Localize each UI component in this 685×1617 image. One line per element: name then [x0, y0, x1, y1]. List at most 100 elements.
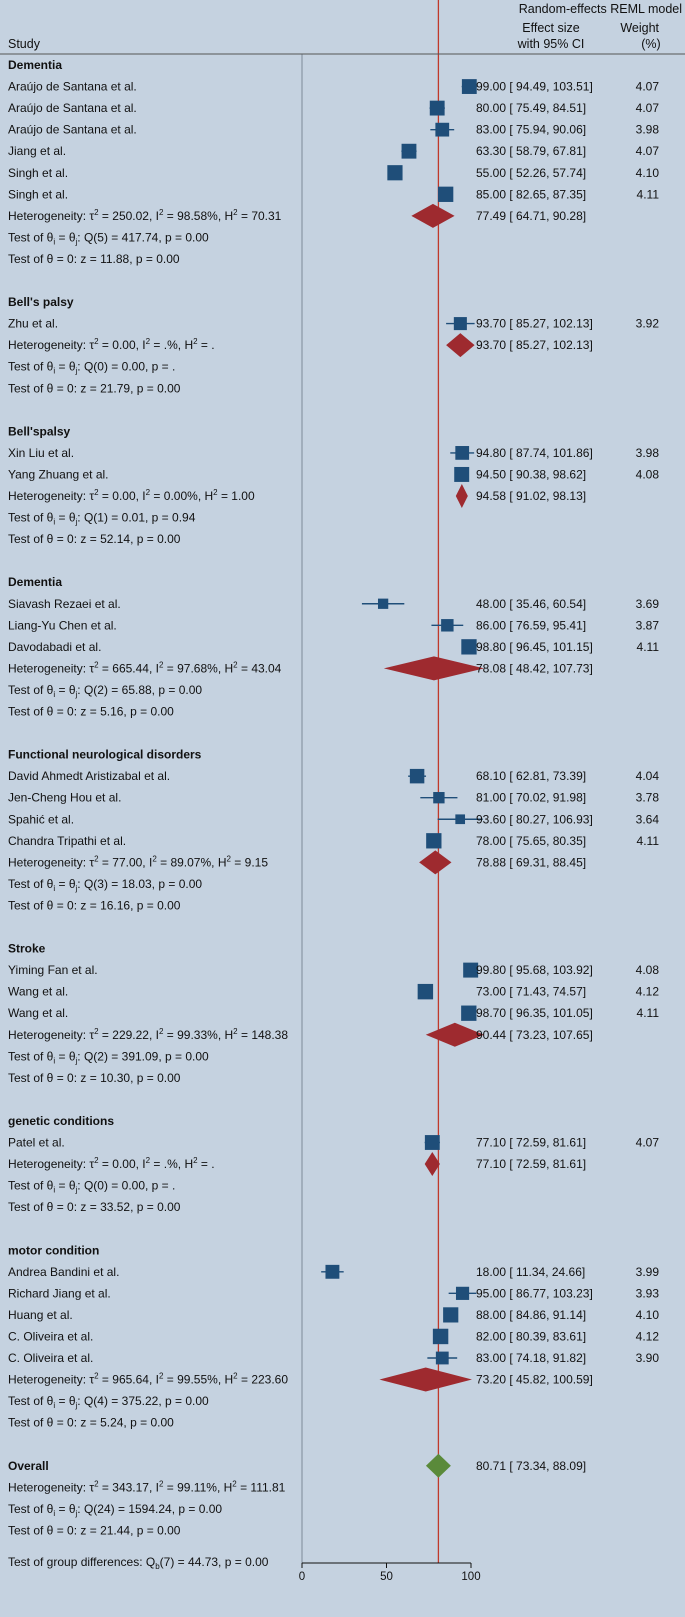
- study-weight: 3.99: [636, 1265, 660, 1279]
- study-label: Araújo de Santana et al.: [8, 80, 137, 94]
- study-square: [443, 1307, 459, 1323]
- study-ci-text-hi: 84.51: [553, 101, 583, 115]
- heterogeneity-stats-tau2: 965.64: [112, 1373, 149, 1387]
- group-title: Bell'spalsy: [8, 424, 71, 438]
- homogeneity-test-df: 0: [97, 1179, 104, 1193]
- study-ci-text-lo: 87.74: [516, 446, 546, 460]
- heterogeneity-stats-i2: 99.55%: [177, 1373, 218, 1387]
- study-weight: 3.98: [636, 446, 660, 460]
- study-weight: 4.12: [636, 985, 660, 999]
- homogeneity-test-p: 0.94: [172, 511, 196, 525]
- group-summary-text-es: 90.44: [476, 1028, 506, 1042]
- study-ci-text-lo: 94.49: [516, 80, 546, 94]
- group-summary-text: 78.88 [ 69.31, 88.45]: [476, 855, 586, 869]
- heterogeneity-stats-h2: .: [211, 1157, 214, 1171]
- study-ci-text: 81.00 [ 70.02, 91.98]: [476, 791, 586, 805]
- study-ci-text: 93.60 [ 80.27, 106.93]: [476, 812, 593, 826]
- group-title: genetic conditions: [8, 1114, 114, 1128]
- homogeneity-test-q: 391.09: [122, 1049, 159, 1063]
- study-ci-text-es: 85.00: [476, 187, 506, 201]
- z-test-z: 52.14: [100, 532, 130, 546]
- heterogeneity-stats-h2: 1.00: [231, 489, 255, 503]
- study-label: David Ahmedt Aristizabal et al.: [8, 769, 170, 783]
- heterogeneity-stats-i2: 97.68%: [177, 661, 218, 675]
- study-ci-text-lo: 58.79: [516, 144, 546, 158]
- study-ci-text: 83.00 [ 74.18, 91.82]: [476, 1351, 586, 1365]
- group-summary-diamond: [379, 1367, 472, 1392]
- z-test: Test of θ = 0: z = 52.14, p = 0.00: [8, 532, 181, 546]
- z-test-z: 21.79: [100, 381, 130, 395]
- study-label: Patel et al.: [8, 1136, 65, 1150]
- heterogeneity-stats: Heterogeneity: τ2 = 0.00, I2 = .%, H2 = …: [8, 1156, 215, 1171]
- study-ci-text: 68.10 [ 62.81, 73.39]: [476, 769, 586, 783]
- z-test: Test of θ = 0: z = 21.79, p = 0.00: [8, 381, 181, 395]
- model-title: Random-effects REML model: [519, 2, 682, 16]
- homogeneity-test-q: 0.00: [122, 1179, 146, 1193]
- homogeneity-test-q: 0.01: [122, 511, 146, 525]
- z-test-p: 0.00: [157, 532, 181, 546]
- homogeneity-test-q: 65.88: [122, 683, 152, 697]
- group-summary-text-es: 93.70: [476, 338, 506, 352]
- study-label: C. Oliveira et al.: [8, 1329, 93, 1343]
- study-label: Araújo de Santana et al.: [8, 123, 137, 137]
- group-summary-text-lo: 69.31: [516, 855, 546, 869]
- group-summary-text-es: 78.88: [476, 855, 506, 869]
- heterogeneity-stats-h2: 223.60: [251, 1373, 288, 1387]
- heterogeneity-stats-tau2: 0.00: [112, 338, 136, 352]
- study-ci-text-es: 95.00: [476, 1286, 506, 1300]
- study-ci-text-hi: 91.14: [553, 1308, 583, 1322]
- homogeneity-test-q: 0.00: [122, 360, 146, 374]
- z-test-z: 5.16: [100, 705, 124, 719]
- z-test-z: 16.16: [100, 898, 130, 912]
- study-ci-text-hi: 103.51: [553, 80, 590, 94]
- study-ci-text-hi: 91.98: [553, 791, 583, 805]
- study-ci-text-hi: 103.92: [553, 963, 590, 977]
- study-label: Xin Liu et al.: [8, 446, 74, 460]
- group-summary-diamond: [383, 656, 485, 681]
- study-ci-text-hi: 95.41: [553, 618, 583, 632]
- study-ci-text-hi: 57.74: [553, 166, 583, 180]
- study-ci-text-es: 63.30: [476, 144, 506, 158]
- study-ci-text: 99.80 [ 95.68, 103.92]: [476, 963, 593, 977]
- study-label: Andrea Bandini et al.: [8, 1265, 119, 1279]
- study-ci-text-lo: 52.26: [516, 166, 546, 180]
- study-ci-text: 78.00 [ 75.65, 80.35]: [476, 834, 586, 848]
- study-weight: 3.98: [636, 123, 660, 137]
- study-ci-text-hi: 90.06: [553, 123, 583, 137]
- study-weight: 4.11: [637, 640, 660, 654]
- x-tick-label: 0: [299, 1571, 305, 1583]
- study-ci-text: 93.70 [ 85.27, 102.13]: [476, 317, 593, 331]
- group-summary-text: 78.08 [ 48.42, 107.73]: [476, 661, 593, 675]
- group-summary-text: 90.44 [ 73.23, 107.65]: [476, 1028, 593, 1042]
- study-ci-text-hi: 80.35: [553, 834, 583, 848]
- study-ci-text-hi: 74.57: [553, 985, 583, 999]
- study-label: Araújo de Santana et al.: [8, 101, 137, 115]
- study-square: [409, 768, 425, 784]
- study-ci-text-es: 55.00: [476, 166, 506, 180]
- study-ci-text-lo: 62.81: [516, 769, 546, 783]
- group-title: Bell's palsy: [8, 295, 74, 309]
- study-ci-text-lo: 96.45: [516, 640, 546, 654]
- z-test-z: 5.24: [100, 1416, 124, 1430]
- heterogeneity-stats: Heterogeneity: τ2 = 77.00, I2 = 89.07%, …: [8, 854, 268, 869]
- x-tick-label: 100: [461, 1571, 480, 1583]
- effect-size-header: Effect size: [522, 21, 579, 35]
- study-ci-text-es: 77.10: [476, 1136, 506, 1150]
- study-ci-text-es: 94.80: [476, 446, 506, 460]
- homogeneity-test-df: 1: [97, 511, 104, 525]
- z-test: Test of θ = 0: z = 11.88, p = 0.00: [8, 252, 180, 266]
- heterogeneity-stats: Heterogeneity: τ2 = 0.00, I2 = 0.00%, H2…: [8, 488, 255, 503]
- group-summary-text-hi: 100.59: [553, 1373, 590, 1387]
- overall-z-test: Test of θ = 0: z = 21.44, p = 0.00: [8, 1523, 181, 1537]
- study-square: [454, 466, 470, 482]
- heterogeneity-stats-i2: 0.00%: [164, 489, 198, 503]
- study-ci-text: 94.50 [ 90.38, 98.62]: [476, 467, 586, 481]
- study-ci-text-es: 78.00: [476, 834, 506, 848]
- homogeneity-test: Test of θi = θj: Q(2) = 65.88, p = 0.00: [8, 683, 202, 699]
- study-ci-text-es: 98.70: [476, 1006, 506, 1020]
- study-ci-text-es: 99.00: [476, 80, 506, 94]
- z-test-p: 0.00: [157, 898, 181, 912]
- study-ci-text-lo: 96.35: [516, 1006, 546, 1020]
- x-tick-label: 50: [380, 1571, 393, 1583]
- homogeneity-test-p: 0.00: [185, 1394, 209, 1408]
